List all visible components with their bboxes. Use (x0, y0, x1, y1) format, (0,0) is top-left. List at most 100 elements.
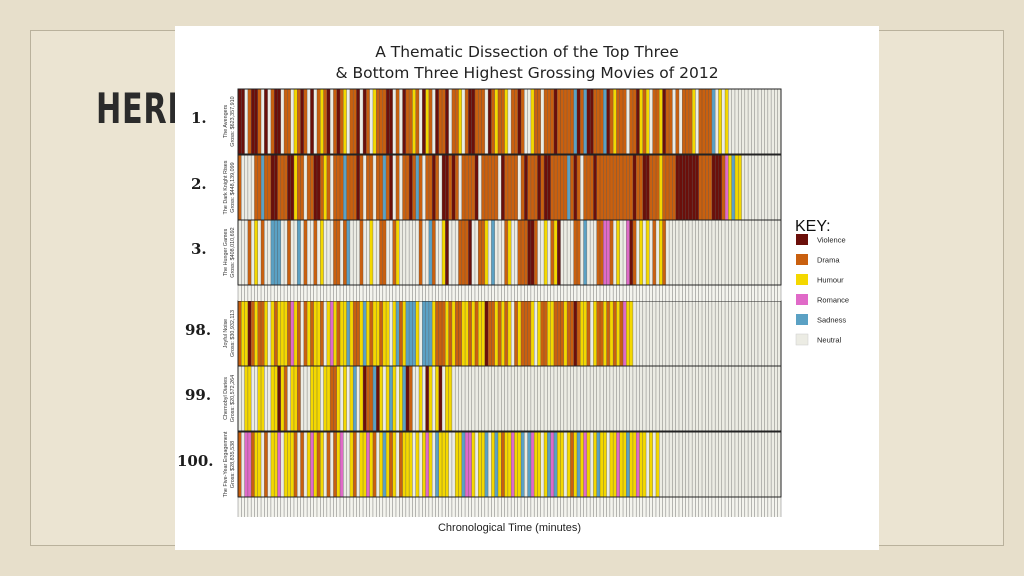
minute-cell (376, 432, 380, 497)
minute-cell (669, 155, 673, 220)
minute-cell (507, 155, 512, 220)
legend-label: Drama (817, 256, 840, 265)
minute-cell (484, 301, 489, 366)
minute-cell (563, 301, 568, 366)
minute-cell (274, 432, 278, 497)
minute-cell (251, 301, 255, 366)
minute-cell (442, 220, 446, 285)
minute-cell (764, 432, 768, 497)
minute-cell (741, 89, 745, 154)
minute-cell (560, 366, 564, 431)
minute-cell (382, 432, 387, 497)
minute-cell (438, 366, 443, 431)
minute-cell (537, 366, 541, 431)
minute-cell (293, 432, 298, 497)
minute-cell (537, 220, 541, 285)
minute-cell (382, 155, 387, 220)
minute-cell (247, 301, 252, 366)
minute-cell (445, 366, 449, 431)
minute-cell (415, 366, 419, 431)
minute-cell (619, 220, 624, 285)
minute-cell (412, 432, 416, 497)
minute-cell (326, 366, 331, 431)
movie-name: The Hunger Games (223, 229, 229, 277)
minute-cell (422, 432, 426, 497)
minute-cell (580, 220, 584, 285)
minute-cell (474, 366, 479, 431)
minute-cell (241, 220, 245, 285)
minute-cell (698, 366, 703, 431)
minute-cell (702, 155, 706, 220)
minute-cell (675, 366, 679, 431)
minute-cell (596, 301, 600, 366)
minute-cell (376, 220, 380, 285)
minute-cell (402, 301, 406, 366)
minute-cell (270, 89, 275, 154)
minute-cell (484, 366, 489, 431)
minute-cell (247, 155, 252, 220)
minute-cell (438, 89, 443, 154)
minute-cell (576, 155, 581, 220)
minute-cell (662, 301, 666, 366)
minute-cell (659, 301, 663, 366)
minute-cell (323, 301, 327, 366)
minute-cell (336, 432, 341, 497)
minute-cell (254, 220, 258, 285)
minute-cell (682, 220, 686, 285)
minute-cell (244, 220, 248, 285)
minute-cell (402, 366, 406, 431)
minute-cell (659, 155, 663, 220)
minute-cell (685, 220, 689, 285)
minute-cell (481, 220, 485, 285)
minute-cell (422, 220, 426, 285)
minute-cell (721, 155, 726, 220)
legend-swatch (795, 333, 809, 346)
minute-cell (356, 432, 360, 497)
minute-cell (389, 366, 393, 431)
minute-cell (363, 220, 367, 285)
minute-cell (593, 432, 597, 497)
minute-cell (560, 301, 564, 366)
minute-cell (270, 220, 275, 285)
minute-cell (366, 301, 370, 366)
minute-cell (468, 301, 472, 366)
minute-cell (251, 366, 255, 431)
minute-cell (774, 301, 778, 366)
minute-cell (300, 301, 304, 366)
minute-cell (395, 89, 400, 154)
minute-cell (652, 155, 656, 220)
minute-cell (491, 155, 495, 220)
minute-cell (386, 301, 390, 366)
minute-cell (567, 432, 571, 497)
minute-cell (310, 220, 314, 285)
minute-cell (425, 432, 429, 497)
minute-cell (432, 366, 436, 431)
minute-cell (609, 155, 614, 220)
minute-cell (478, 366, 482, 431)
minute-cell (389, 220, 393, 285)
minute-cell (251, 89, 255, 154)
minute-cell (751, 89, 755, 154)
minute-cell (741, 301, 745, 366)
minute-cell (257, 155, 262, 220)
minute-cell (241, 89, 245, 154)
minute-cell (705, 220, 709, 285)
minute-cell (540, 301, 545, 366)
minute-cell (497, 220, 502, 285)
minute-cell (751, 432, 755, 497)
minute-cell (744, 220, 749, 285)
minute-cell (316, 89, 321, 154)
minute-cell (698, 432, 703, 497)
minute-cell (363, 89, 367, 154)
minute-cell (705, 155, 709, 220)
minute-cell (626, 366, 630, 431)
minute-cell (300, 366, 304, 431)
movie-row (237, 300, 782, 367)
minute-cell (573, 432, 577, 497)
minute-cell (461, 220, 466, 285)
minute-cell (728, 301, 732, 366)
minute-cell (287, 432, 291, 497)
minute-cell (320, 366, 324, 431)
minute-cell (379, 89, 383, 154)
minute-cell (247, 366, 252, 431)
